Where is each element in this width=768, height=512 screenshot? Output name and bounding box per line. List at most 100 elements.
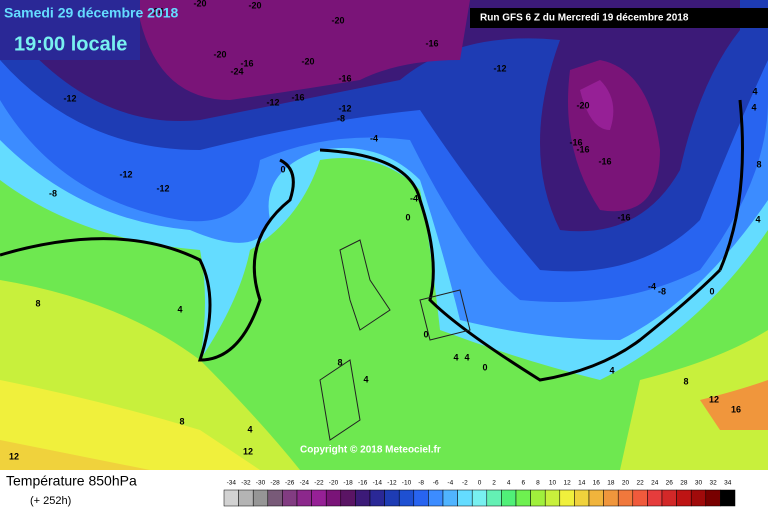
contour-label: -20: [248, 0, 261, 10]
legend-swatch: [355, 489, 371, 507]
legend-swatch: [530, 489, 546, 507]
contour-label: -16: [598, 156, 611, 166]
legend-label: 12: [563, 480, 571, 487]
contour-label: -8: [337, 113, 345, 123]
contour-label: -20: [576, 100, 589, 110]
legend-swatch: [398, 489, 415, 507]
contour-label: -12: [266, 97, 279, 107]
legend-label: -14: [373, 480, 383, 487]
legend-label: -24: [300, 480, 310, 487]
contour-label: -16: [617, 212, 630, 222]
contour-labels: -20 -20-24-20-16-20-24-16 -20-16-12-16-12-…: [9, 0, 762, 461]
legend-label: -32: [241, 480, 251, 487]
legend: -34 -32 -30 -28 -26 -24 -22 -20 -18 -16 -14 -12 -10-…: [223, 480, 736, 507]
contour-label: -12: [156, 183, 169, 193]
legend-label: -18: [343, 480, 353, 487]
contour-label: -16: [291, 92, 304, 102]
legend-label: -4: [447, 480, 453, 487]
legend-swatch: [457, 489, 473, 507]
contour-label: 12: [243, 446, 253, 456]
legend-swatch: [632, 489, 648, 507]
contour-label: 0: [482, 362, 487, 372]
footer-lead: (+ 252h): [30, 495, 71, 507]
contour-label: -16: [338, 73, 351, 83]
contour-label: -20: [301, 56, 314, 66]
contour-label: 4: [177, 304, 182, 314]
legend-label: -22: [314, 480, 324, 487]
legend-label: 20: [622, 480, 630, 487]
legend-swatch: [340, 489, 356, 507]
legend-swatch: [325, 489, 342, 507]
contour-label: 0: [280, 164, 285, 174]
legend-label: -6: [433, 480, 439, 487]
contour-label: 0: [405, 212, 410, 222]
contour-label: -12: [119, 169, 132, 179]
contour-label: -20: [193, 0, 206, 8]
legend-label: 34: [724, 480, 732, 487]
legend-swatch: [442, 489, 458, 507]
legend-label: -12: [387, 480, 397, 487]
legend-label: 24: [651, 480, 659, 487]
contour-label: -12: [338, 103, 351, 113]
legend-swatch: [471, 489, 488, 507]
legend-swatch: [603, 489, 619, 507]
legend-swatch: [676, 489, 692, 507]
footer-title: Température 850hPa: [6, 473, 137, 489]
contour-label: -16: [240, 58, 253, 68]
legend-swatch: [369, 489, 385, 507]
legend-label: -2: [462, 480, 468, 487]
contour-label: 4: [363, 374, 368, 384]
contour-label: -4: [410, 193, 418, 203]
legend-swatch: [647, 489, 663, 507]
contour-label: -12: [63, 93, 76, 103]
map: -20 -20-24-20-16-20-24-16 -20-16-12-16-12-…: [0, 0, 768, 470]
legend-label: 4: [507, 480, 511, 487]
contour-label: 0: [423, 329, 428, 339]
legend-swatch: [690, 489, 707, 507]
legend-label: -16: [358, 480, 368, 487]
legend-swatch: [282, 489, 298, 507]
contour-label: 0: [709, 286, 714, 296]
legend-swatch: [705, 489, 721, 507]
legend-label: -10: [402, 480, 412, 487]
legend-label: 16: [593, 480, 601, 487]
legend-label: -30: [256, 480, 266, 487]
legend-swatch: [267, 489, 283, 507]
contour-label: 8: [337, 357, 342, 367]
legend-swatch: [238, 489, 254, 507]
legend-label: 22: [636, 480, 644, 487]
contour-label: 12: [709, 394, 719, 404]
legend-swatch: [252, 489, 269, 507]
contour-label: 4: [453, 352, 458, 362]
legend-label: 6: [521, 480, 525, 487]
run-banner: [470, 8, 768, 28]
legend-label: 26: [666, 480, 674, 487]
contour-label: 8: [179, 416, 184, 426]
legend-swatch: [384, 489, 400, 507]
legend-label: 0: [478, 480, 482, 487]
contour-label: 8: [683, 376, 688, 386]
legend-swatch: [588, 489, 604, 507]
contour-label: -16: [576, 144, 589, 154]
contour-label: 8: [35, 298, 40, 308]
legend-label: 32: [709, 480, 717, 487]
legend-label: -26: [285, 480, 295, 487]
legend-label: -28: [270, 480, 280, 487]
legend-swatch: [413, 489, 429, 507]
contour-label: -16: [425, 38, 438, 48]
legend-swatch: [617, 489, 634, 507]
legend-swatch: [296, 489, 312, 507]
legend-swatch: [720, 489, 736, 507]
contour-label: 12: [9, 451, 19, 461]
contour-label: 4: [752, 86, 757, 96]
contour-label: -4: [370, 133, 378, 143]
legend-swatch: [661, 489, 677, 507]
run-text: Run GFS 6 Z du Mercredi 19 décembre 2018: [480, 13, 689, 24]
contour-label: -24: [230, 66, 243, 76]
legend-label: 8: [536, 480, 540, 487]
contour-label: 4: [464, 352, 469, 362]
contour-label: -8: [658, 286, 666, 296]
legend-label: -8: [418, 480, 424, 487]
legend-label: 10: [549, 480, 557, 487]
